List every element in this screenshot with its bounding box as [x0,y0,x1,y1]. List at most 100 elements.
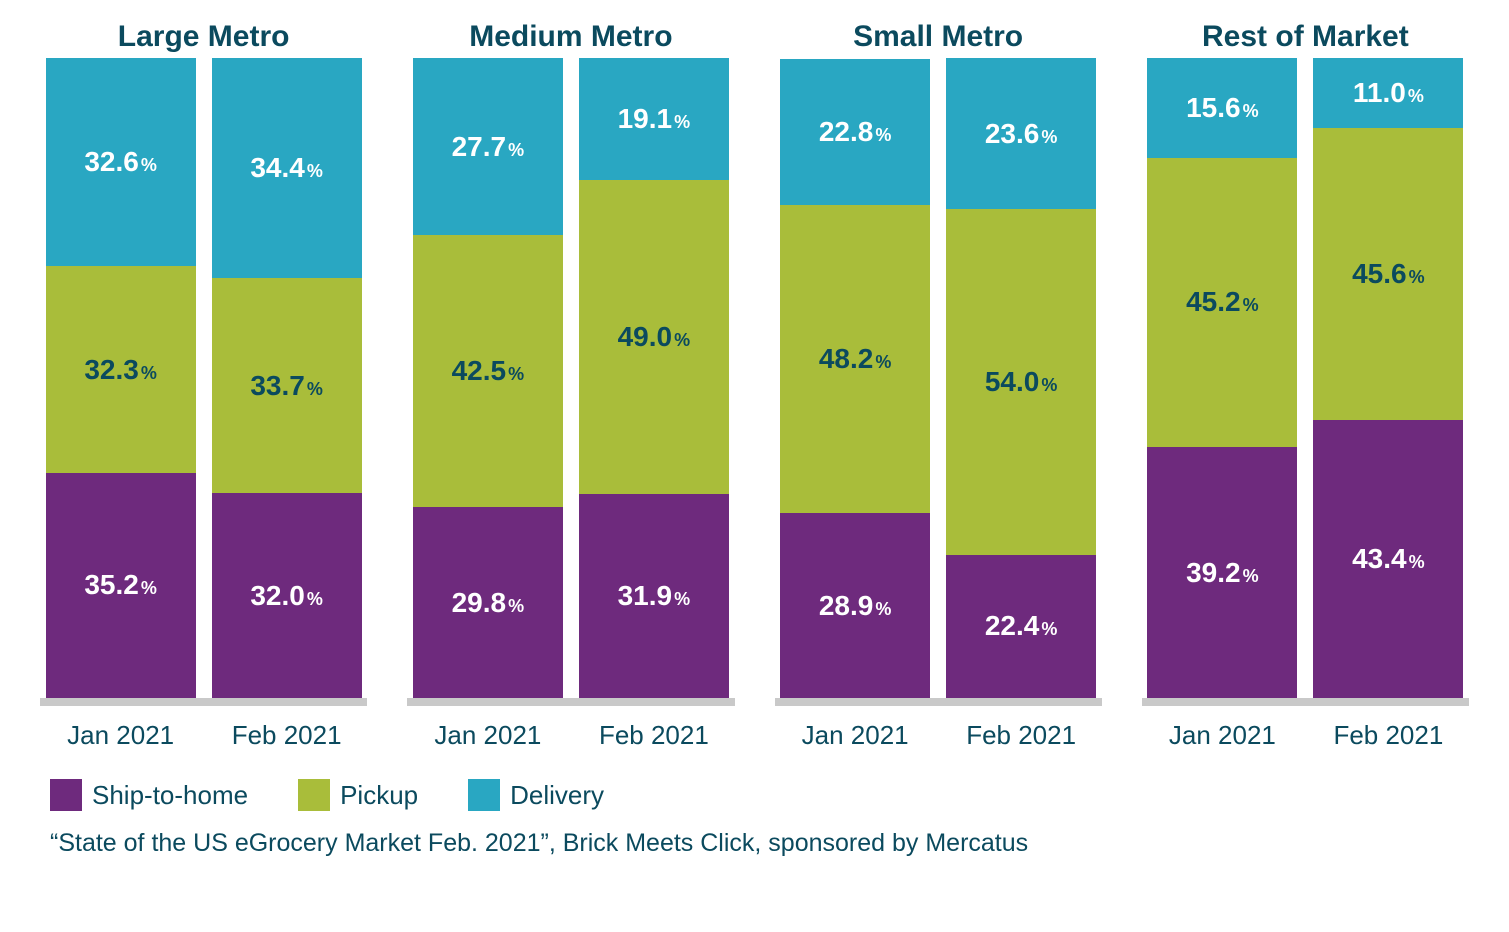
segment-value-number: 22.8 [819,116,874,148]
segment-pickup: 45.2% [1147,158,1297,447]
segment-value-label: 23.6% [985,118,1058,150]
segment-value-number: 34.4 [250,152,305,184]
segment-pickup: 54.0% [946,209,1096,555]
segment-delivery: 23.6% [946,58,1096,209]
segment-value-label: 32.0% [250,580,323,612]
x-axis-labels: Jan 2021Feb 2021 [1147,720,1463,751]
segment-value-label: 11.0% [1353,77,1424,109]
legend-swatch-pickup [298,779,330,811]
percent-symbol: % [674,112,690,133]
segment-value-number: 39.2 [1186,557,1241,589]
panel-title: Small Metro [853,20,1023,54]
bars-row: 32.6%32.3%35.2%34.4%33.7%32.0% [40,66,367,706]
percent-symbol: % [141,363,157,384]
chart-panel: Rest of Market15.6%45.2%39.2%11.0%45.6%4… [1142,20,1469,751]
chart-panel: Large Metro32.6%32.3%35.2%34.4%33.7%32.0… [40,20,367,751]
legend-label: Ship-to-home [92,780,248,811]
percent-symbol: % [1408,86,1424,107]
segment-value-label: 45.2% [1186,286,1259,318]
segment-ship_to_home: 29.8% [413,507,563,698]
segment-value-number: 32.6 [84,146,139,178]
percent-symbol: % [1041,375,1057,396]
segment-value-label: 35.2% [84,569,157,601]
segment-value-number: 29.8 [452,587,507,619]
segment-value-number: 48.2 [819,343,874,375]
stacked-bar: 22.8%48.2%28.9% [780,58,930,698]
segment-value-label: 49.0% [618,321,691,353]
segment-value-number: 15.6 [1186,92,1241,124]
segment-delivery: 15.6% [1147,58,1297,158]
percent-symbol: % [141,155,157,176]
stacked-bar: 19.1%49.0%31.9% [579,58,729,698]
segment-value-number: 28.9 [819,590,874,622]
legend: Ship-to-home Pickup Delivery [40,779,1469,811]
percent-symbol: % [875,352,891,373]
source-citation: “State of the US eGrocery Market Feb. 20… [40,829,1469,858]
segment-value-label: 15.6% [1186,92,1259,124]
segment-value-number: 19.1 [618,103,673,135]
segment-value-label: 42.5% [452,355,525,387]
segment-value-label: 39.2% [1186,557,1259,589]
segment-delivery: 11.0% [1313,58,1463,128]
percent-symbol: % [307,379,323,400]
segment-ship_to_home: 39.2% [1147,447,1297,698]
segment-pickup: 42.5% [413,235,563,507]
legend-item-delivery: Delivery [468,779,604,811]
segment-ship_to_home: 31.9% [579,494,729,698]
percent-symbol: % [508,596,524,617]
segment-value-number: 43.4 [1352,543,1407,575]
chart-panel: Medium Metro27.7%42.5%29.8%19.1%49.0%31.… [407,20,734,751]
segment-value-label: 22.8% [819,116,892,148]
segment-value-label: 29.8% [452,587,525,619]
segment-value-number: 45.6 [1352,258,1407,290]
percent-symbol: % [1243,295,1259,316]
segment-delivery: 34.4% [212,58,362,278]
x-axis-label: Feb 2021 [579,720,729,751]
percent-symbol: % [674,589,690,610]
x-axis-labels: Jan 2021Feb 2021 [780,720,1096,751]
segment-ship_to_home: 43.4% [1313,420,1463,698]
segment-value-label: 33.7% [250,370,323,402]
legend-item-ship_to_home: Ship-to-home [50,779,248,811]
percent-symbol: % [141,578,157,599]
percent-symbol: % [1409,552,1425,573]
segment-ship_to_home: 32.0% [212,493,362,698]
segment-delivery: 22.8% [780,59,930,205]
segment-value-label: 43.4% [1352,543,1425,575]
bars-row: 22.8%48.2%28.9%23.6%54.0%22.4% [775,66,1102,706]
legend-label: Delivery [510,780,604,811]
segment-value-label: 27.7% [452,131,525,163]
bars-row: 27.7%42.5%29.8%19.1%49.0%31.9% [407,66,734,706]
percent-symbol: % [508,140,524,161]
segment-value-number: 27.7 [452,131,507,163]
stacked-bar: 11.0%45.6%43.4% [1313,58,1463,698]
stacked-bar: 34.4%33.7%32.0% [212,58,362,698]
percent-symbol: % [307,161,323,182]
percent-symbol: % [508,364,524,385]
x-axis-label: Feb 2021 [1313,720,1463,751]
segment-value-label: 28.9% [819,590,892,622]
segment-delivery: 32.6% [46,58,196,266]
x-axis-label: Feb 2021 [212,720,362,751]
segment-value-label: 45.6% [1352,258,1425,290]
segment-delivery: 27.7% [413,58,563,235]
stacked-bar: 32.6%32.3%35.2% [46,58,196,698]
percent-symbol: % [875,125,891,146]
segment-pickup: 33.7% [212,278,362,493]
segment-value-label: 19.1% [618,103,691,135]
legend-swatch-delivery [468,779,500,811]
x-axis-label: Jan 2021 [780,720,930,751]
segment-value-number: 42.5 [452,355,507,387]
legend-swatch-ship_to_home [50,779,82,811]
legend-item-pickup: Pickup [298,779,418,811]
segment-value-label: 32.6% [84,146,157,178]
segment-ship_to_home: 35.2% [46,473,196,698]
panel-title: Rest of Market [1202,20,1409,54]
segment-value-number: 49.0 [618,321,673,353]
segment-ship_to_home: 28.9% [780,513,930,698]
percent-symbol: % [1409,267,1425,288]
panel-title: Medium Metro [469,20,672,54]
segment-value-number: 35.2 [84,569,139,601]
segment-value-number: 33.7 [250,370,305,402]
bars-row: 15.6%45.2%39.2%11.0%45.6%43.4% [1142,66,1469,706]
